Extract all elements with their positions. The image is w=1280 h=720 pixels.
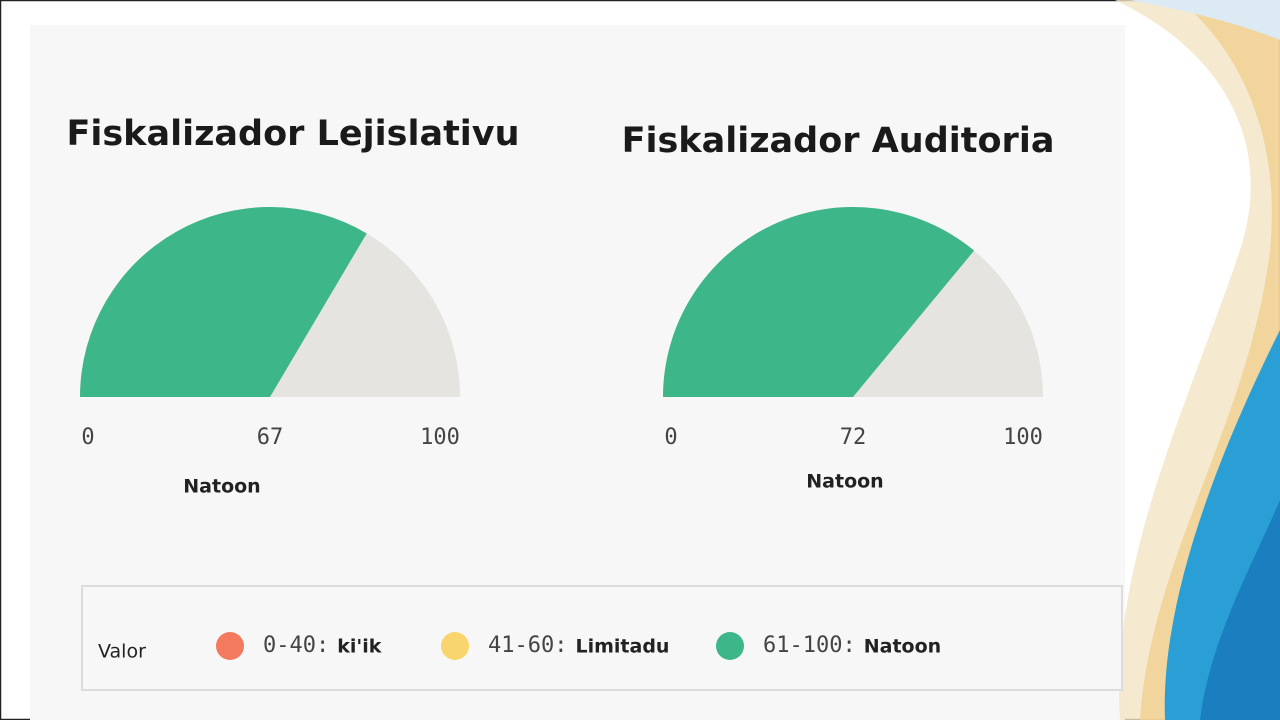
- gauge-title: Fiskalizador Lejislativu: [66, 114, 519, 154]
- gauge-value-label: 72: [840, 425, 867, 450]
- gauge-max-label: 100: [1003, 425, 1043, 450]
- legend-swatch: [716, 632, 744, 660]
- gauge-max-label: 100: [420, 425, 460, 450]
- gauge-unit-label: Natoon: [806, 471, 883, 493]
- legend-title: Valor: [98, 641, 146, 663]
- legend-swatch: [216, 632, 244, 660]
- legend-label: Natoon: [864, 636, 941, 658]
- gauge-title: Fiskalizador Auditoria: [622, 121, 1055, 161]
- gauge-unit-label: Natoon: [183, 476, 260, 498]
- gauge-min-label: 0: [664, 425, 677, 450]
- gauge-min-label: 0: [81, 425, 94, 450]
- slide: Fiskalizador Lejislativu 0 67 100 Natoon Fisk…: [0, 0, 1280, 720]
- legend-range: 0-40:: [263, 633, 329, 658]
- legend-label: Limitadu: [575, 636, 669, 658]
- legend-range: 41-60:: [488, 633, 567, 658]
- legend-label: ki'ik: [337, 636, 381, 658]
- legend-range: 61-100:: [763, 633, 856, 658]
- legend-swatch: [441, 632, 469, 660]
- gauge-value-label: 67: [257, 425, 284, 450]
